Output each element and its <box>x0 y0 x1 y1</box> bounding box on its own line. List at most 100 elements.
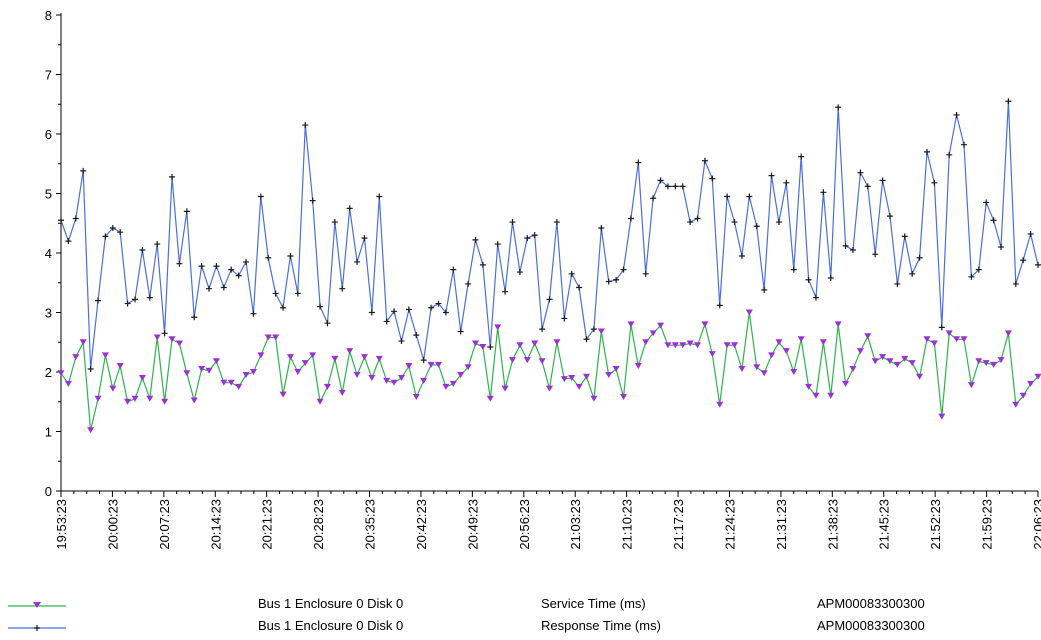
data-point <box>206 285 213 292</box>
data-point <box>731 342 739 349</box>
data-point <box>709 175 716 182</box>
data-point <box>449 380 457 387</box>
data-point <box>553 219 560 226</box>
data-point <box>745 309 753 316</box>
data-point <box>479 344 487 351</box>
data-point <box>331 355 339 362</box>
data-point <box>235 272 242 279</box>
data-point <box>250 310 257 317</box>
x-tick-label: 20:35:23 <box>363 499 378 550</box>
data-point <box>716 302 723 309</box>
data-point <box>909 270 916 277</box>
data-point <box>953 111 960 118</box>
data-point <box>701 157 708 164</box>
data-point <box>175 340 183 347</box>
data-point <box>975 358 983 365</box>
data-point <box>798 153 805 160</box>
data-point <box>819 339 827 346</box>
data-point <box>620 266 627 273</box>
legend-row-response-time[interactable]: Bus 1 Enclosure 0 Disk 0 Response Time (… <box>0 618 1041 636</box>
data-point <box>139 247 146 254</box>
data-point <box>597 328 605 335</box>
data-point <box>249 369 257 375</box>
data-point <box>797 336 805 343</box>
data-point <box>990 217 997 224</box>
data-point <box>531 232 538 239</box>
data-point <box>471 340 479 347</box>
legend-row-service-time[interactable]: Bus 1 Enclosure 0 Disk 0 Service Time (m… <box>0 596 1041 614</box>
data-point <box>146 395 154 402</box>
data-point <box>257 193 264 200</box>
data-point <box>886 213 893 220</box>
data-point <box>346 348 354 355</box>
data-point <box>442 309 449 316</box>
data-point <box>775 219 782 226</box>
data-point <box>835 104 842 111</box>
x-tick-label: 21:59:23 <box>980 499 995 550</box>
data-point <box>931 179 938 186</box>
data-point <box>620 393 628 400</box>
data-point <box>138 374 146 381</box>
data-point <box>834 321 842 328</box>
data-point <box>383 318 390 325</box>
data-point <box>723 342 731 349</box>
data-point <box>568 374 576 381</box>
data-point <box>412 393 420 400</box>
data-point <box>790 369 798 375</box>
data-point <box>265 254 272 261</box>
data-point <box>154 241 161 248</box>
data-point <box>228 266 235 273</box>
legend-swatch-response-time <box>8 625 66 631</box>
data-point <box>531 340 539 347</box>
data-point <box>1019 392 1027 399</box>
data-point <box>338 389 346 396</box>
x-tick-label: 20:00:23 <box>105 499 120 550</box>
data-point <box>753 223 760 230</box>
data-point <box>220 284 227 291</box>
x-tick-label: 20:21:23 <box>260 499 275 550</box>
data-point <box>708 351 716 358</box>
data-point <box>738 366 746 373</box>
data-point <box>457 328 464 335</box>
data-point <box>1027 230 1034 237</box>
data-point <box>768 352 776 359</box>
data-point <box>87 366 94 373</box>
data-point <box>894 280 901 287</box>
data-point <box>975 266 982 273</box>
data-point <box>346 205 353 212</box>
data-point <box>672 183 679 190</box>
data-point <box>331 219 338 226</box>
data-point <box>413 332 420 339</box>
data-point <box>368 374 376 381</box>
data-point <box>324 320 331 327</box>
x-tick-label: 20:49:23 <box>465 499 480 550</box>
y-tick-label: 7 <box>45 68 52 83</box>
data-point <box>842 380 850 387</box>
data-point <box>634 363 642 370</box>
data-point <box>635 159 642 166</box>
data-point <box>576 284 583 291</box>
data-point <box>286 354 294 361</box>
data-point <box>916 373 924 380</box>
data-point <box>390 379 398 386</box>
data-point <box>901 355 909 362</box>
data-point <box>502 288 509 295</box>
x-tick-label: 20:14:23 <box>208 499 223 550</box>
x-tick-label: 21:17:23 <box>671 499 686 550</box>
data-point <box>109 225 116 232</box>
x-tick-label: 20:28:23 <box>311 499 326 550</box>
data-point <box>583 373 591 380</box>
data-point <box>983 199 990 206</box>
data-point <box>101 352 109 359</box>
data-point <box>109 385 117 392</box>
data-point <box>946 151 953 158</box>
data-point <box>679 342 687 349</box>
data-point <box>598 225 605 232</box>
data-point <box>960 336 968 343</box>
data-point <box>812 294 819 301</box>
data-point <box>391 308 398 315</box>
data-point <box>198 263 205 270</box>
data-point <box>671 342 679 349</box>
data-point <box>479 261 486 268</box>
data-point <box>280 304 287 311</box>
